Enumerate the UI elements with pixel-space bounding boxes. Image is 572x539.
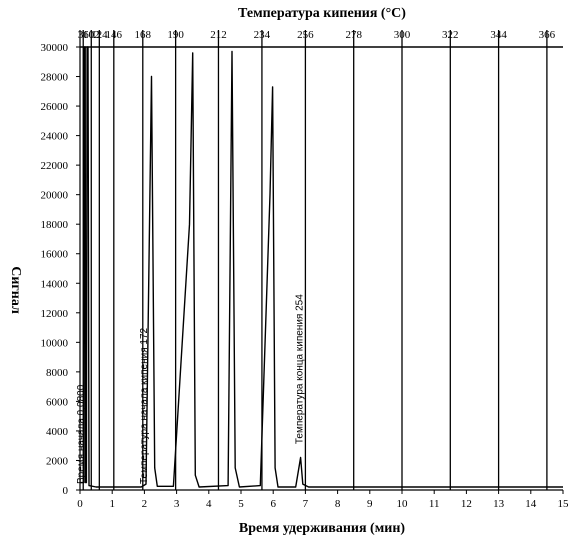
x-tick-label: 3 (174, 498, 180, 510)
x-tick-label: 9 (367, 498, 373, 510)
top-tick-label: 212 (210, 29, 227, 41)
x-axis-label: Время удерживания (мин) (239, 521, 405, 536)
x-tick-label: 7 (303, 498, 309, 510)
x-tick-label: 11 (429, 498, 440, 510)
axes (76, 30, 564, 494)
signal-trace (80, 46, 563, 488)
annotation-label: Температура конца кипения 254 (294, 294, 305, 444)
y-axis-label: Сигнал (8, 266, 23, 314)
top-tick-label: 234 (254, 29, 271, 41)
top-tick-label: 168 (135, 29, 152, 41)
top-tick-label: 366 (539, 29, 556, 41)
y-tick-label: 6000 (46, 396, 69, 408)
y-tick-label: 30000 (41, 42, 69, 54)
x-tick-label: 6 (270, 498, 276, 510)
y-tick-label: 18000 (41, 219, 69, 231)
x-tick-label: 14 (525, 498, 537, 510)
y-tick-label: 0 (63, 485, 69, 497)
top-tick-label: 322 (442, 29, 459, 41)
top-tick-label: 190 (167, 29, 184, 41)
annotations: Время начала 0,0800 Температура начала ки… (76, 294, 305, 484)
top-tick-label: 278 (345, 29, 362, 41)
top-tick-label: 344 (490, 29, 507, 41)
x-tick-labels: 0 1 2 3 4 5 6 7 8 9 10 11 12 13 14 15 (77, 498, 569, 510)
y-tick-labels: 0 2000 4000 6000 8000 10000 12000 14000 16000 180… (41, 42, 69, 497)
x-tick-label: 12 (461, 498, 472, 510)
annotation-label: Время начала 0,0800 (76, 384, 87, 484)
x-tick-label: 2 (142, 498, 148, 510)
top-tick-label: 124 (91, 29, 108, 41)
y-tick-label: 12000 (41, 308, 69, 320)
series (80, 46, 563, 488)
x-tick-label: 1 (109, 498, 115, 510)
top-tick-label: 102 (83, 29, 100, 41)
top-tick-label: 36 (78, 29, 90, 41)
x-tick-label: 10 (397, 498, 409, 510)
annotation-label: Температура начала кипения 172 (139, 327, 150, 484)
y-tick-label: 20000 (41, 190, 69, 202)
x-tick-label: 5 (238, 498, 244, 510)
x-tick-label: 0 (77, 498, 83, 510)
y-tick-label: 10000 (41, 337, 69, 349)
y-tick-label: 26000 (41, 101, 69, 113)
top-tick-label: 300 (394, 29, 411, 41)
x-tick-label: 8 (335, 498, 341, 510)
y-tick-label: 2000 (46, 455, 69, 467)
y-tick-label: 4000 (46, 426, 69, 438)
chart-title-top: Температура кипения (°C) (238, 6, 406, 21)
y-tick-label: 28000 (41, 72, 69, 84)
temperature-grid-lines (82, 30, 548, 490)
x-tick-label: 4 (206, 498, 212, 510)
y-tick-label: 22000 (41, 160, 69, 172)
y-tick-label: 24000 (41, 131, 69, 143)
y-tick-label: 8000 (46, 367, 69, 379)
top-tick-label: 146 (106, 29, 123, 41)
y-tick-label: 14000 (41, 278, 69, 290)
x-tick-label: 13 (493, 498, 505, 510)
top-tick-label: 256 (297, 29, 314, 41)
y-tick-label: 16000 (41, 249, 69, 261)
x-tick-label: 15 (558, 498, 570, 510)
